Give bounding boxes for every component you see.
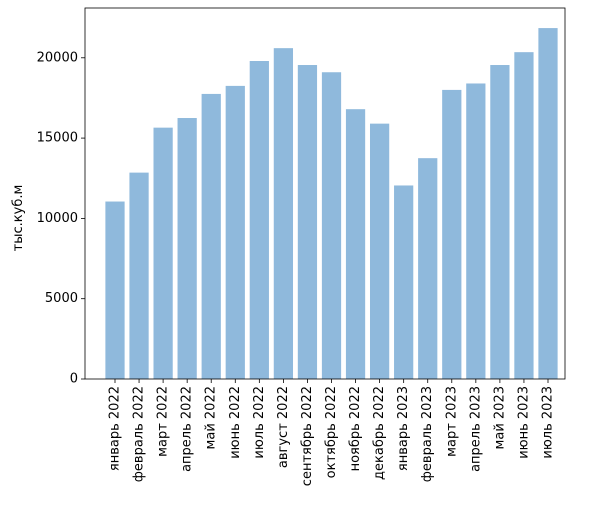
- y-tick-label: 0: [70, 372, 78, 387]
- x-tick-label: январь 2022: [108, 386, 123, 471]
- x-tick-label: июнь 2023: [516, 386, 531, 459]
- bar-1: [105, 201, 125, 379]
- x-tick-label: май 2023: [492, 386, 507, 449]
- x-tick-label: июль 2022: [252, 386, 267, 459]
- x-tick-label: январь 2023: [396, 386, 411, 471]
- x-tick-label: февраль 2023: [420, 386, 435, 482]
- x-tick-label: декабрь 2022: [372, 386, 387, 480]
- bars-layer: [105, 28, 558, 380]
- x-tick-label: сентябрь 2022: [300, 386, 315, 486]
- axes-layer: [84, 7, 566, 380]
- bar-13: [394, 185, 414, 379]
- x-tick-label: апрель 2023: [468, 386, 483, 472]
- x-tick-label: июль 2023: [541, 386, 556, 459]
- bar-10: [321, 72, 342, 380]
- x-tick-label: ноябрь 2022: [348, 386, 363, 471]
- bar-6: [225, 85, 245, 379]
- x-tick-label: февраль 2022: [132, 386, 147, 482]
- x-tick-label: июнь 2022: [228, 386, 243, 459]
- plot-frame: [84, 7, 566, 380]
- x-tick-label: август 2022: [276, 386, 291, 468]
- x-tick-label: апрель 2022: [180, 386, 195, 472]
- bar-5: [201, 93, 221, 380]
- y-tick-label: 10000: [37, 211, 78, 226]
- x-tick-label: октябрь 2022: [324, 386, 339, 478]
- y-tick-label: 15000: [37, 131, 78, 146]
- bar-15: [442, 89, 462, 379]
- bar-3: [153, 127, 173, 380]
- bar-11: [345, 109, 366, 380]
- y-tick-label: 20000: [37, 50, 78, 65]
- bar-17: [490, 65, 510, 380]
- bar-18: [514, 52, 534, 380]
- bar-16: [466, 83, 486, 379]
- bar-7: [249, 61, 269, 379]
- bar-14: [418, 158, 438, 379]
- y-tick-label: 5000: [45, 291, 78, 306]
- bar-9: [297, 65, 318, 380]
- bar-2: [129, 172, 149, 379]
- bar-8: [273, 48, 294, 380]
- bar-12: [369, 123, 390, 379]
- x-tick-label: май 2022: [204, 386, 219, 449]
- ticks-layer: январь 2022 февраль 2022 март 2022 апрель 2…: [37, 50, 556, 486]
- bar-4: [177, 118, 197, 380]
- x-tick-label: март 2023: [444, 386, 459, 457]
- x-tick-label: март 2022: [156, 386, 171, 457]
- bar-19: [538, 28, 558, 380]
- y-axis-label: тыс.куб.м: [11, 185, 26, 252]
